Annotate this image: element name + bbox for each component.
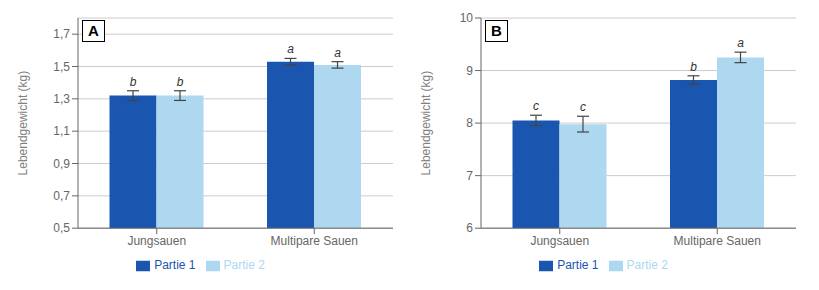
svg-text:Jungsauen: Jungsauen — [127, 234, 186, 248]
svg-text:Lebendgewicht (kg): Lebendgewicht (kg) — [16, 71, 30, 176]
svg-text:0,9: 0,9 — [53, 157, 70, 171]
svg-text:Lebendgewicht (kg): Lebendgewicht (kg) — [419, 71, 433, 176]
svg-text:a: a — [334, 46, 341, 60]
html-text:B: B — [491, 22, 502, 39]
svg-text:1,5: 1,5 — [53, 60, 70, 74]
svg-text:1,1: 1,1 — [53, 124, 70, 138]
svg-text:Multipare Sauen: Multipare Sauen — [674, 234, 761, 248]
svg-text:Multipare Sauen: Multipare Sauen — [271, 234, 358, 248]
svg-text:a: a — [287, 42, 294, 56]
svg-text:10: 10 — [460, 11, 474, 25]
svg-text:8: 8 — [466, 116, 473, 130]
html-text:Partie 1: Partie 1 — [154, 258, 196, 273]
svg-text:0,5: 0,5 — [53, 221, 70, 235]
svg-text:a: a — [737, 36, 744, 50]
svg-text:1,3: 1,3 — [53, 92, 70, 106]
svg-text:c: c — [533, 99, 539, 113]
html-text:Partie 1: Partie 1 — [557, 258, 599, 273]
svg-text:b: b — [130, 75, 137, 89]
svg-text:6: 6 — [466, 221, 473, 235]
html-text:A: A — [88, 22, 99, 39]
svg-text:b: b — [177, 75, 184, 89]
html-text:Partie 2: Partie 2 — [626, 258, 668, 273]
svg-text:9: 9 — [466, 64, 473, 78]
svg-text:c: c — [580, 100, 586, 114]
svg-text:b: b — [690, 60, 697, 74]
html-text:Partie 2: Partie 2 — [223, 258, 265, 273]
svg-text:7: 7 — [466, 169, 473, 183]
svg-text:0,7: 0,7 — [53, 189, 70, 203]
svg-text:Jungsauen: Jungsauen — [530, 234, 589, 248]
svg-text:1,7: 1,7 — [53, 27, 70, 41]
